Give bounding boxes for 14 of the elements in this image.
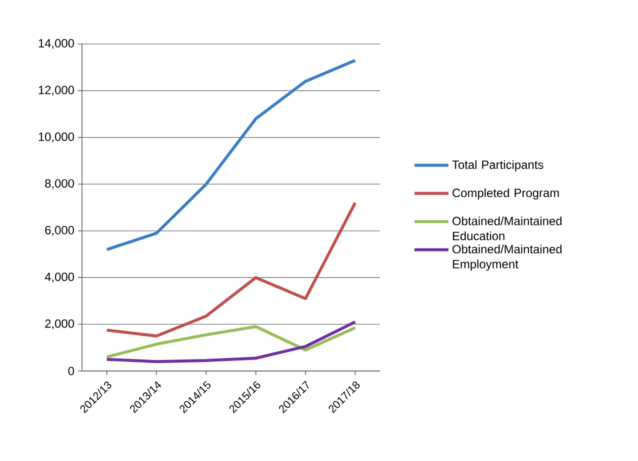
y-tick-label: 4,000: [44, 272, 74, 283]
legend-label: Total Participants: [452, 160, 544, 172]
y-tick-label: 2,000: [45, 319, 74, 330]
legend-label: Obtained/Maintained Employment: [452, 244, 562, 271]
legend-label: Completed Program: [452, 188, 559, 200]
y-tick-label: 14,000: [38, 39, 74, 49]
line-series: [105, 201, 357, 338]
y-tick-label: 0: [68, 366, 74, 376]
y-tick-label: 12,000: [38, 86, 74, 96]
y-tick-label: 6,000: [45, 226, 74, 236]
y-tick-label: 8,000: [45, 179, 74, 190]
line-series: [105, 58, 357, 252]
legend-label: Obtained/Maintained Education: [452, 216, 562, 240]
y-tick-label: 10,000: [38, 132, 74, 142]
